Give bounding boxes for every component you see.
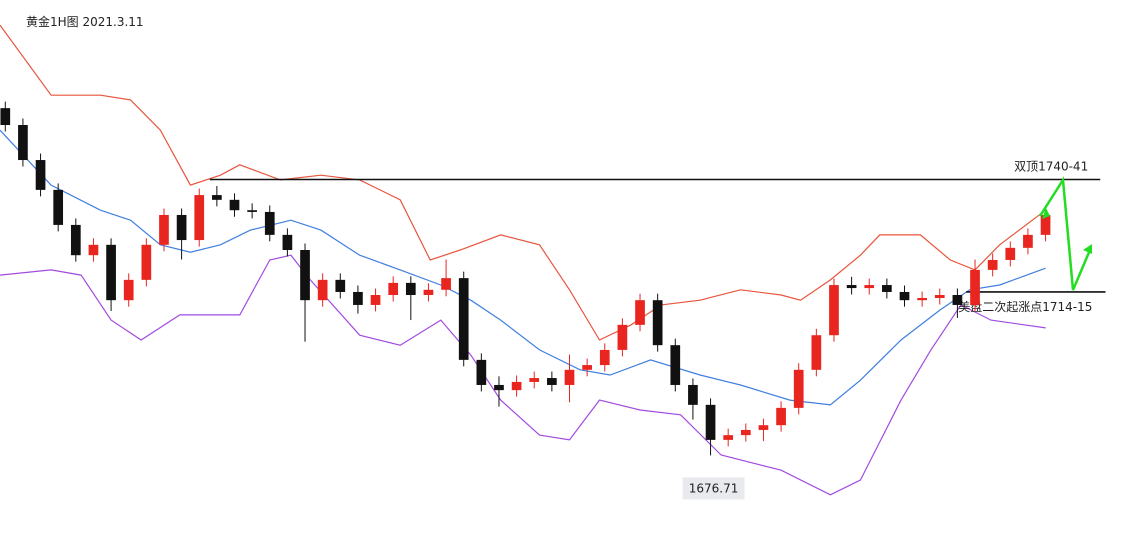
candle-body — [247, 210, 257, 212]
band-line — [0, 24, 1046, 341]
candle-body — [511, 381, 522, 391]
candle-body — [70, 224, 81, 256]
candle-body — [564, 369, 575, 385]
arrowhead — [1083, 244, 1092, 254]
candle-body — [1040, 214, 1051, 235]
candle-body — [917, 298, 927, 301]
low-label: 1676.71 — [689, 481, 739, 495]
candle-body — [846, 285, 857, 289]
candle-body — [476, 359, 487, 385]
candle-body — [494, 384, 504, 391]
candle-body — [547, 378, 557, 385]
candle-body — [405, 282, 416, 295]
candle-body — [776, 407, 786, 426]
candle-body — [423, 289, 434, 295]
candle-body — [952, 294, 963, 305]
candle-body — [335, 279, 346, 292]
arrowhead — [1042, 208, 1050, 219]
candle-body — [0, 108, 11, 126]
candle-body — [194, 195, 205, 241]
candle-body — [458, 278, 469, 360]
candle-body — [582, 365, 592, 370]
level-label: 双顶1740-41 — [1014, 160, 1088, 174]
candle-body — [388, 282, 399, 295]
forecast-arrow — [1038, 176, 1092, 291]
candle-body — [18, 125, 28, 161]
candle-body — [529, 378, 540, 382]
candle-body — [35, 160, 46, 190]
candle-body — [88, 244, 99, 256]
candle-body — [811, 335, 822, 370]
band-line — [0, 129, 1046, 406]
candle-body — [317, 279, 328, 301]
candle-body — [264, 211, 275, 235]
candle-body — [970, 269, 980, 305]
candle-body — [670, 345, 681, 385]
candle-body — [300, 250, 310, 301]
candle-body — [176, 214, 187, 241]
candle-body — [617, 324, 628, 350]
candle-body — [688, 384, 698, 405]
candle-body — [740, 429, 751, 436]
candle-body — [229, 199, 240, 211]
candle-body — [934, 294, 945, 299]
candle-body — [705, 404, 716, 440]
candle-body — [1005, 247, 1016, 260]
candle-body — [441, 278, 451, 290]
candle-body — [1023, 234, 1033, 248]
candle-body — [829, 285, 839, 336]
candle-body — [159, 214, 169, 245]
candle-body — [899, 291, 910, 301]
chart-title: 黄金1H图 2021.3.11 — [26, 14, 144, 29]
candle-body — [370, 294, 381, 305]
candle-body — [123, 279, 134, 301]
candle-body — [141, 244, 152, 280]
candle-body — [882, 285, 892, 292]
candle-body — [793, 369, 804, 408]
candle-body — [987, 259, 998, 270]
candle-body — [758, 425, 769, 430]
forecast-path — [1038, 176, 1092, 291]
candle-body — [864, 285, 875, 289]
candle-body — [353, 291, 363, 305]
candle-body — [212, 195, 222, 200]
low-label-box — [682, 477, 745, 500]
candle-body — [282, 234, 293, 251]
candle-body — [106, 244, 116, 301]
level-label: 美盘二次起涨点1714-15 — [958, 299, 1092, 314]
candle-body — [723, 435, 734, 440]
candle-body — [652, 300, 663, 346]
candle-body — [635, 300, 645, 325]
candle-body — [53, 189, 64, 225]
band-line — [0, 254, 1046, 496]
candle-body — [599, 349, 610, 366]
